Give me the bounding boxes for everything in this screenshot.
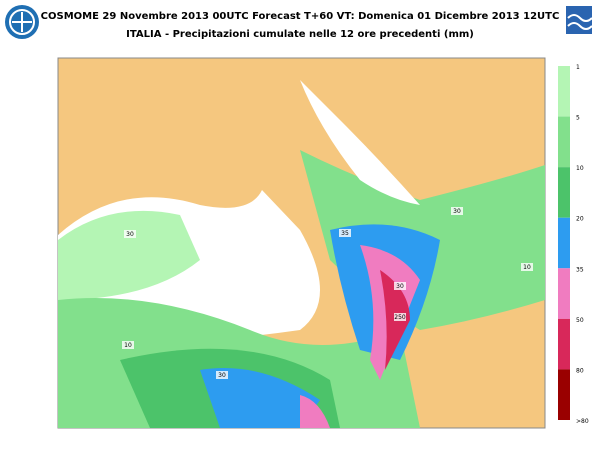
legend: 1 5 10 20 35 50 80 >80 (558, 64, 589, 425)
map-labels: 30 35 30 10 30 250 10 30 (122, 207, 533, 379)
subtitle: ITALIA - Precipitazioni cumulate nelle 1… (126, 29, 474, 40)
logo-left (5, 5, 39, 39)
title: COSMOME 29 Novembre 2013 00UTC Forecast … (41, 11, 560, 22)
map-label-box (339, 229, 351, 237)
map-label: 10 (124, 342, 132, 349)
map-label: 30 (218, 372, 226, 379)
legend-swatch (558, 369, 570, 420)
map-label: 250 (394, 314, 406, 321)
map-label: 35 (341, 230, 349, 237)
map-label-box (124, 230, 136, 238)
legend-label: >80 (576, 418, 589, 425)
logo-right (566, 6, 593, 34)
legend-label: 20 (576, 216, 584, 223)
map (57, 57, 546, 429)
legend-swatch (558, 116, 570, 168)
legend-label: 10 (576, 165, 584, 172)
legend-swatch (558, 167, 570, 218)
map-label-box (521, 263, 533, 271)
legend-swatch (558, 268, 570, 319)
map-label-box (122, 341, 134, 349)
legend-swatch (558, 318, 570, 370)
map-label-box (216, 371, 228, 379)
legend-label: 80 (576, 367, 584, 374)
legend-swatch (558, 66, 570, 117)
map-label-box (451, 207, 463, 215)
legend-swatch (558, 217, 570, 269)
map-label-box (394, 313, 406, 321)
map-label: 30 (126, 231, 134, 238)
map-label: 30 (396, 283, 404, 290)
legend-label: 1 (576, 64, 580, 71)
map-label: 30 (453, 208, 461, 215)
legend-label: 35 (576, 266, 584, 273)
map-label-box (394, 282, 406, 290)
legend-label: 50 (576, 317, 584, 324)
legend-label: 5 (576, 115, 580, 122)
map-label: 10 (523, 264, 531, 271)
